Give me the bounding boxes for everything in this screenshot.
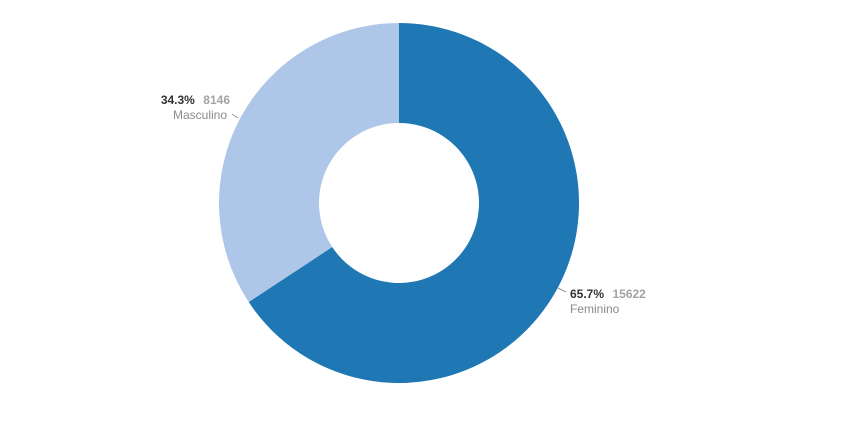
leader-line-feminino (557, 287, 567, 293)
value-masculino: 8146 (203, 93, 230, 107)
percent-masculino: 34.3% (161, 93, 195, 107)
value-feminino: 15622 (612, 287, 646, 301)
label-line-masculino: 34.3% 8146 (161, 91, 231, 108)
slice-feminino (248, 23, 580, 383)
percent-feminino: 65.7% (570, 287, 604, 301)
category-masculino: Masculino (173, 108, 227, 122)
label-line-feminino: 65.7% 15622 (570, 285, 646, 302)
slice-label-masculino: 34.3% 8146 Masculino (161, 91, 239, 122)
category-feminino: Feminino (570, 302, 620, 316)
slice-label-feminino: 65.7% 15622 Feminino (557, 285, 646, 316)
slices-group (219, 23, 580, 383)
slice-masculino (219, 23, 399, 303)
leader-line-masculino (231, 113, 239, 119)
